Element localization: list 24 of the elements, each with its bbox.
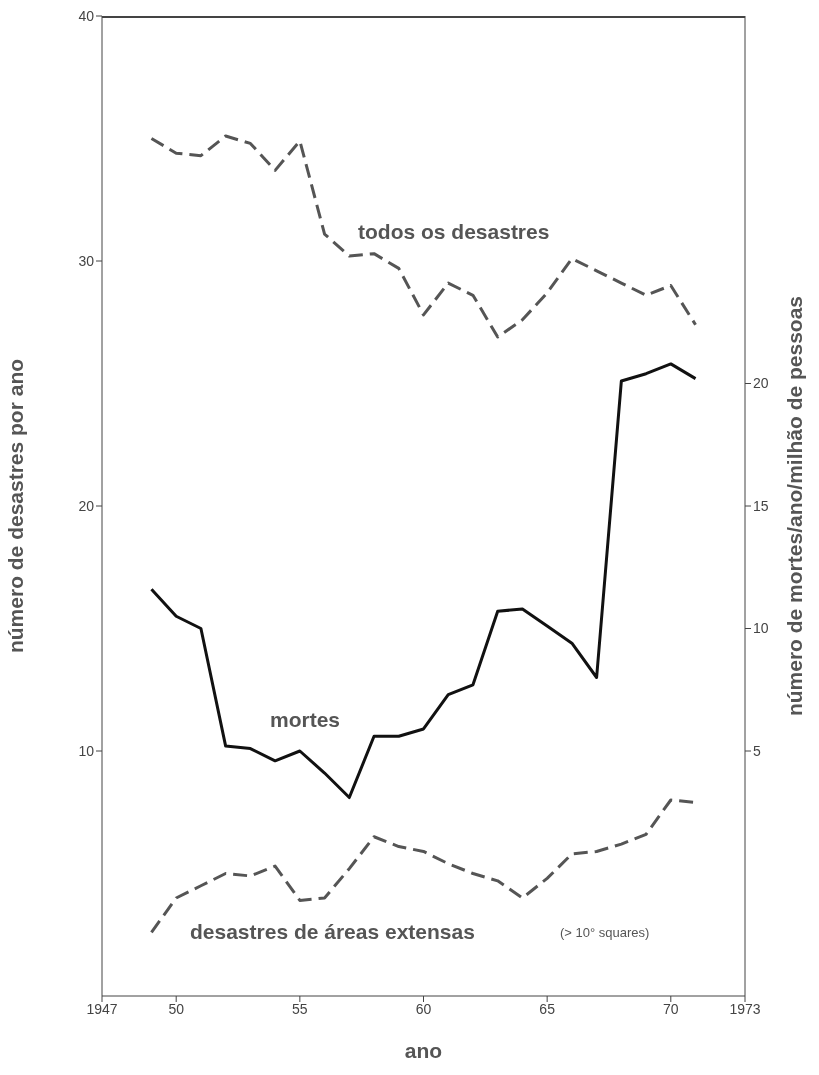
y-axis-title: número de desastres por ano <box>4 358 28 654</box>
x-tick-label: 65 <box>539 1000 556 1017</box>
x-tick-label: 60 <box>415 1000 432 1017</box>
series-label: mortes <box>270 708 341 732</box>
y2-tick-label: 20 <box>753 375 769 392</box>
line-series <box>149 362 698 800</box>
x-tick-label: 1973 <box>729 1000 761 1017</box>
x-tick-label: 55 <box>292 1000 308 1017</box>
x-tick-label: 1947 <box>86 1000 118 1017</box>
x-tick-label: 50 <box>168 1000 185 1017</box>
y-tick-label: 30 <box>78 252 95 269</box>
y-tick-label: 40 <box>78 7 95 24</box>
series-label: todos os desastres <box>358 220 550 244</box>
y2-tick-label: 5 <box>753 742 761 759</box>
y2-axis-title: número de mortes/ano/milhão de pessoas <box>783 295 807 717</box>
x-axis-title: ano <box>404 1039 443 1062</box>
x-tick-label: 70 <box>663 1000 679 1017</box>
y-tick-label: 20 <box>78 497 95 514</box>
y2-tick-label: 15 <box>753 497 769 514</box>
y-tick-label: 10 <box>78 742 95 759</box>
series-label: desastres de áreas extensas <box>190 920 475 944</box>
annotation: (> 10° squares) <box>560 925 650 940</box>
line-series <box>149 134 698 339</box>
y2-tick-label: 10 <box>753 620 769 637</box>
